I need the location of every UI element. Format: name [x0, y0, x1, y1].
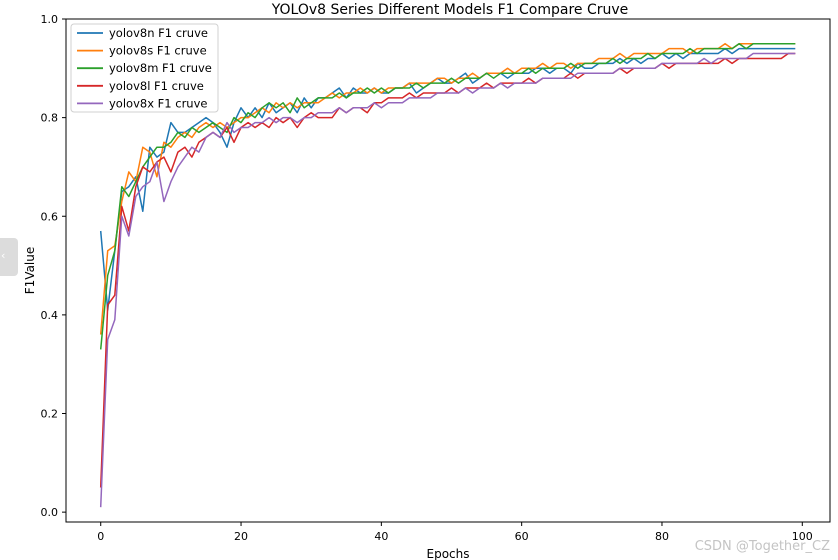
series-line-2	[99, 42, 796, 350]
x-axis-label: Epochs	[427, 547, 470, 560]
series-line-4	[99, 52, 796, 508]
x-tick-label: 60	[515, 530, 529, 543]
y-tick-label: 0.6	[41, 210, 59, 223]
x-tick-label: 20	[234, 530, 248, 543]
chart-title: YOLOv8 Series Different Models F1 Compar…	[271, 2, 629, 18]
x-tick-label: 0	[97, 530, 104, 543]
legend-box	[70, 23, 219, 113]
legend-label: yolov8x F1 cruve	[109, 96, 207, 110]
y-axis-label: F1Value	[23, 247, 37, 295]
y-tick-label: 1.0	[41, 13, 59, 26]
watermark: CSDN @Together_CZ	[694, 539, 830, 554]
axis-ticks: 0 20 40 60 80 100 0.0 0.2 0.4 0.6 0.8 1.0	[41, 13, 813, 543]
legend-label: yolov8l F1 cruve	[109, 79, 204, 93]
chevron-left-icon: ‹	[1, 249, 6, 262]
legend-label: yolov8m F1 cruve	[109, 61, 212, 75]
y-tick-label: 0.4	[41, 309, 59, 322]
side-panel-tab[interactable]: ‹	[0, 238, 18, 276]
x-tick-label: 80	[655, 530, 669, 543]
y-tick-label: 0.0	[41, 506, 59, 519]
y-tick-label: 0.8	[41, 112, 59, 125]
legend-label: yolov8s F1 cruve	[109, 44, 207, 58]
series-line-0	[99, 47, 796, 311]
x-tick-label: 100	[792, 530, 813, 543]
x-tick-label: 40	[374, 530, 388, 543]
series-layer	[99, 42, 796, 508]
legend-label: yolov8n F1 cruve	[109, 26, 208, 40]
y-tick-label: 0.2	[41, 408, 59, 421]
legend: yolov8n F1 cruve yolov8s F1 cruve yolov8m …	[70, 23, 219, 113]
plot-frame	[65, 18, 831, 523]
